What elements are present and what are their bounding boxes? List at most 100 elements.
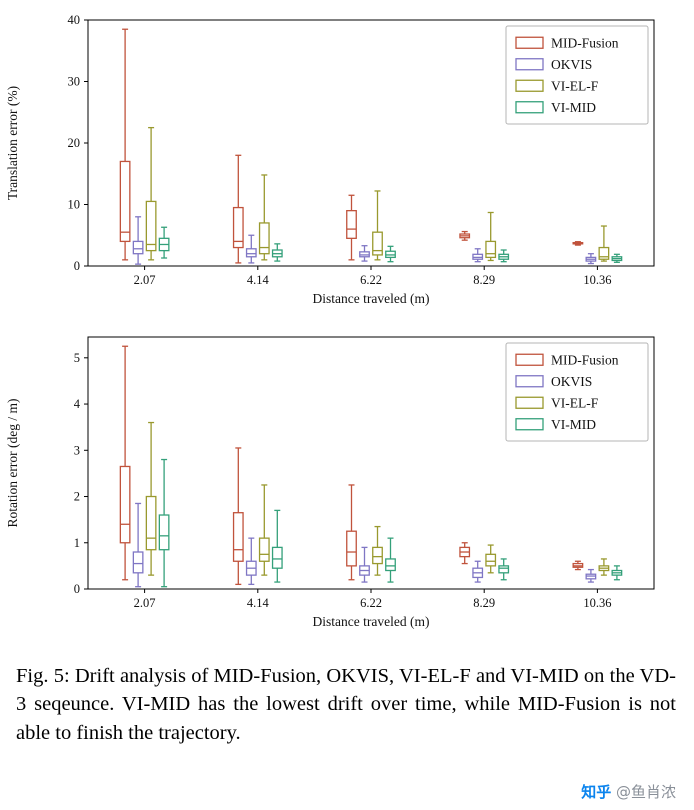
box-OKVIS-6.22 <box>359 546 370 583</box>
iqr-box <box>372 546 383 565</box>
box-VI-MID-2.07 <box>158 458 170 588</box>
legend-marker-VI-EL-F <box>515 79 544 92</box>
box-OKVIS-2.07 <box>132 502 144 588</box>
box-MID-Fusion-2.07 <box>119 28 131 261</box>
y-tick-label: 5 <box>74 351 80 365</box>
rotation-error-chart-svg: 0 1 2 3 4 5 2.07 4.14 6.22 8.29 10.36 Distance trav… <box>5 336 655 629</box>
x-tick-label: 10.36 <box>583 273 611 287</box>
series-OKVIS <box>132 216 597 265</box>
box-OKVIS-6.22 <box>359 245 370 262</box>
box-MID-Fusion-8.29 <box>459 230 471 241</box>
legend-label-MID-Fusion: MID-Fusion <box>551 352 619 367</box>
watermark-handle: @鱼肖浓 <box>615 783 676 801</box>
y-tick-label: 10 <box>68 198 81 212</box>
box-VI-EL-F-10.36 <box>598 558 610 576</box>
iqr-box <box>258 537 270 562</box>
legend-marker-VI-MID <box>515 418 544 431</box>
box-VI-EL-F-8.29 <box>485 544 497 574</box>
box-VI-EL-F-2.07 <box>145 126 157 261</box>
legend-label-MID-Fusion: MID-Fusion <box>551 35 619 50</box>
iqr-box <box>346 530 357 567</box>
iqr-box <box>119 465 131 544</box>
iqr-box <box>132 551 144 574</box>
y-tick-label: 0 <box>74 259 80 273</box>
iqr-box <box>372 231 383 256</box>
series-VI-EL-F <box>145 421 610 576</box>
legend-label-VI-MID: VI-MID <box>551 417 596 432</box>
box-OKVIS-2.07 <box>132 216 144 265</box>
box-VI-MID-8.29 <box>498 558 510 581</box>
series-VI-MID <box>158 226 623 263</box>
x-tick-label: 10.36 <box>583 596 611 610</box>
figure-caption: Fig. 5: Drift analysis of MID-Fusion, OK… <box>16 665 676 744</box>
iqr-box <box>346 209 357 239</box>
box-MID-Fusion-2.07 <box>119 345 131 581</box>
box-VI-MID-4.14 <box>271 509 283 583</box>
legend: MID-Fusion OKVIS VI-EL-F VI-MID <box>505 342 649 442</box>
legend-frame <box>505 25 649 125</box>
y-tick-label: 3 <box>74 443 80 457</box>
watermark: 知乎 @鱼肖浓 <box>581 781 676 802</box>
box-OKVIS-10.36 <box>585 253 597 265</box>
box-MID-Fusion-6.22 <box>346 484 357 581</box>
y-tick-label: 2 <box>74 490 80 504</box>
box-VI-MID-8.29 <box>498 249 510 263</box>
iqr-box <box>145 200 157 252</box>
zhihu-logo: 知乎 <box>581 783 612 801</box>
series-MID-Fusion <box>119 28 584 264</box>
box-MID-Fusion-10.36 <box>572 241 584 246</box>
box-VI-MID-2.07 <box>158 226 170 259</box>
box-VI-EL-F-10.36 <box>598 225 610 262</box>
box-OKVIS-4.14 <box>245 234 257 264</box>
legend-marker-OKVIS <box>515 58 544 71</box>
box-VI-MID-10.36 <box>611 253 623 263</box>
x-tick-label: 8.29 <box>473 596 495 610</box>
box-VI-MID-6.22 <box>385 537 396 583</box>
box-MID-Fusion-4.14 <box>232 154 244 264</box>
legend-label-OKVIS: OKVIS <box>551 57 592 72</box>
iqr-box <box>119 160 131 243</box>
translation-error-chart: 0 10 20 30 40 2.07 4.14 6.22 8.29 10.36 Distance t… <box>0 6 694 323</box>
iqr-box <box>485 553 497 567</box>
box-VI-EL-F-6.22 <box>372 190 383 261</box>
iqr-box <box>258 222 270 255</box>
legend-marker-MID-Fusion <box>515 36 544 49</box>
y-axis-label: Rotation error (deg / m) <box>5 399 20 528</box>
axes: 0 10 20 30 40 2.07 4.14 6.22 8.29 10.36 Distance t… <box>5 13 655 306</box>
box-MID-Fusion-8.29 <box>459 542 471 565</box>
y-tick-label: 40 <box>68 13 81 27</box>
box-MID-Fusion-10.36 <box>572 560 584 571</box>
box-VI-MID-4.14 <box>271 243 283 262</box>
x-axis-label: Distance traveled (m) <box>313 291 430 306</box>
legend-frame <box>505 342 649 442</box>
x-tick-label: 6.22 <box>360 273 382 287</box>
box-MID-Fusion-6.22 <box>346 194 357 261</box>
legend: MID-Fusion OKVIS VI-EL-F VI-MID <box>505 25 649 125</box>
legend-label-VI-MID: VI-MID <box>551 100 596 115</box>
x-tick-label: 4.14 <box>247 596 270 610</box>
series-VI-EL-F <box>145 126 610 262</box>
series-OKVIS <box>132 502 597 588</box>
x-axis-label: Distance traveled (m) <box>313 614 430 629</box>
box-VI-EL-F-8.29 <box>485 211 497 262</box>
series-MID-Fusion <box>119 345 584 586</box>
x-tick-label: 8.29 <box>473 273 495 287</box>
box-VI-EL-F-4.14 <box>258 174 270 261</box>
iqr-box <box>132 240 144 255</box>
x-tick-label: 6.22 <box>360 596 382 610</box>
y-tick-label: 4 <box>74 397 81 411</box>
legend-marker-OKVIS <box>515 375 544 388</box>
iqr-box <box>485 240 497 259</box>
rotation-error-chart: 0 1 2 3 4 5 2.07 4.14 6.22 8.29 10.36 Distance trav… <box>0 323 694 646</box>
iqr-box <box>158 514 170 551</box>
legend-label-VI-EL-F: VI-EL-F <box>551 78 599 93</box>
figure-5: 0 10 20 30 40 2.07 4.14 6.22 8.29 10.36 Distance t… <box>0 6 694 801</box>
x-tick-label: 2.07 <box>134 273 156 287</box>
box-OKVIS-4.14 <box>245 537 257 586</box>
series-VI-MID <box>158 458 623 588</box>
y-tick-label: 20 <box>68 136 81 150</box>
y-tick-label: 30 <box>68 75 81 89</box>
box-VI-MID-10.36 <box>611 565 623 581</box>
iqr-box <box>145 495 157 551</box>
box-VI-MID-6.22 <box>385 245 396 263</box>
